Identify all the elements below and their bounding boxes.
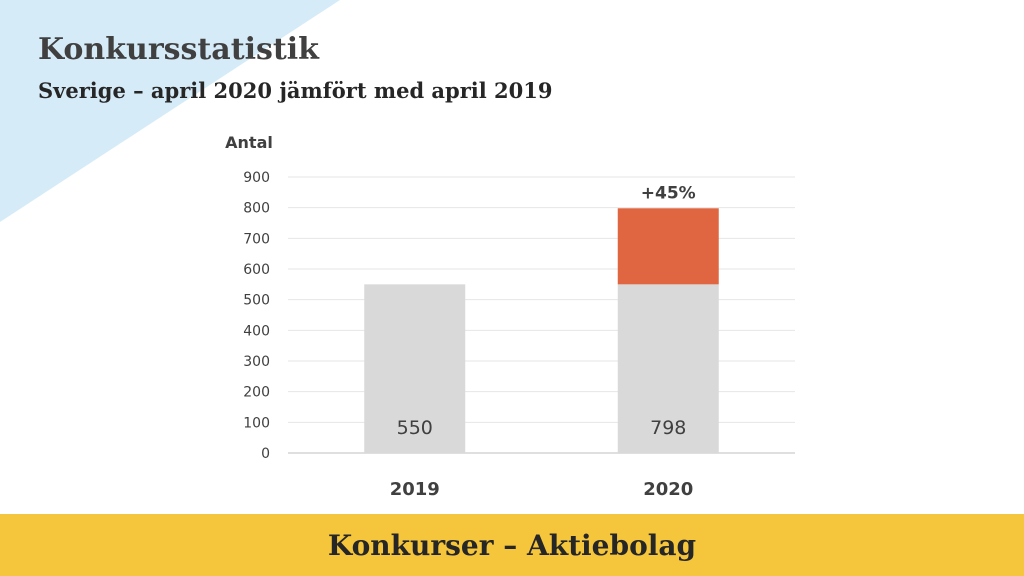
value-label-2020: 798 [650,417,686,439]
bars [364,208,719,453]
corner-decoration [0,0,340,222]
y-tick-200: 200 [243,385,270,401]
page-subtitle: Sverige – april 2020 jämfört med april 2… [38,78,553,103]
bar-2019-segment-1 [364,284,466,453]
bar-2020-segment-2 [617,208,719,285]
y-tick-400: 400 [243,323,270,339]
y-tick-500: 500 [243,293,270,309]
y-tick-300: 300 [243,354,270,370]
footer-text: Konkurser – Aktiebolag [327,528,697,562]
y-tick-100: 100 [243,415,270,431]
gridlines [288,176,795,454]
page-title: Konkursstatistik [38,32,319,67]
bar-2020-segment-1 [617,284,719,453]
y-tick-labels: 0 100 200 300 400 500 600 700 800 900 [243,170,270,462]
value-label-2019: 550 [397,417,433,439]
y-tick-900: 900 [243,170,270,186]
y-tick-800: 800 [243,201,270,217]
corner-triangle [0,0,340,222]
y-tick-600: 600 [243,262,270,278]
y-axis-label: Antal [225,133,273,152]
value-labels: 550 798 [397,417,687,439]
y-tick-700: 700 [243,231,270,247]
increase-annotation: +45% [641,183,696,203]
x-tick-2019: 2019 [390,479,440,500]
x-tick-labels: 2019 2020 [390,479,694,500]
x-tick-2020: 2020 [643,479,693,500]
footer-banner: Konkurser – Aktiebolag [0,514,1024,576]
bar-chart: 0 100 200 300 400 500 600 700 800 900 2019 2020 55… [225,133,795,500]
y-tick-0: 0 [261,446,270,462]
